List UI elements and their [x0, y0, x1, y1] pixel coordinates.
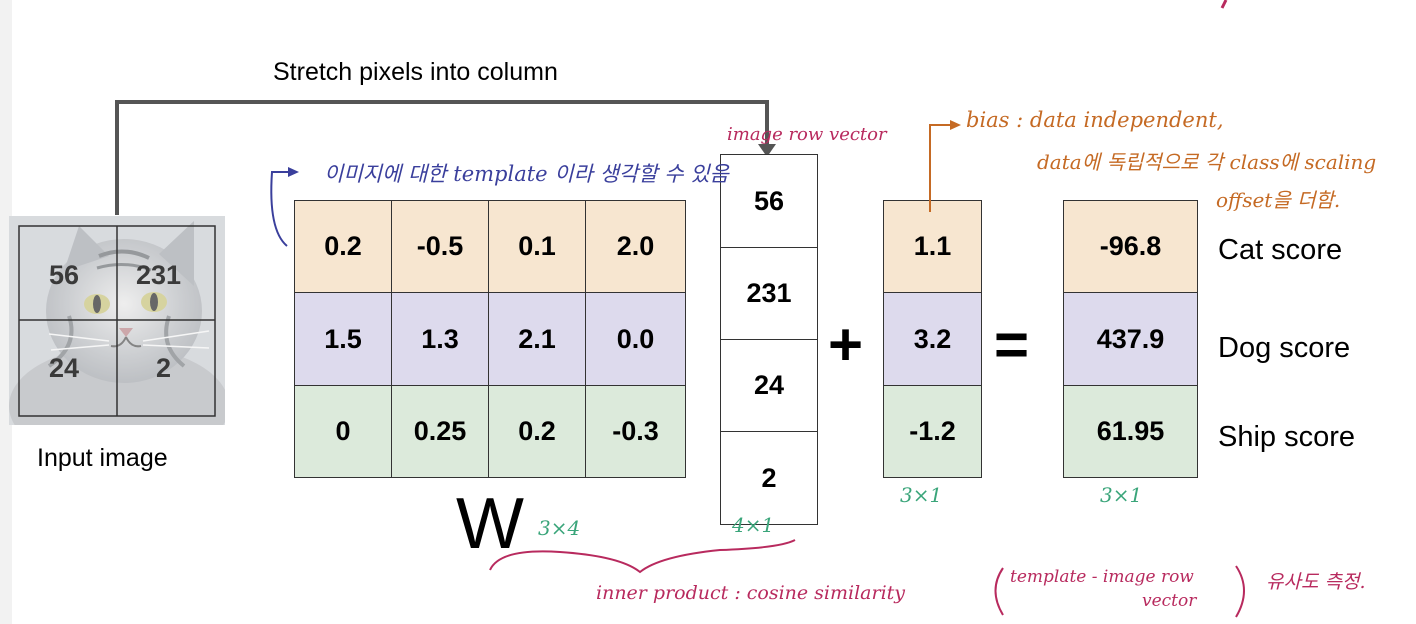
vector-cell: 231 [720, 247, 818, 340]
x-dims-note: 4×1 [732, 513, 775, 537]
score-vector: -96.8 437.9 61.95 [1063, 200, 1198, 478]
bias-cell: 3.2 [883, 292, 982, 386]
weight-cell: 1.3 [391, 292, 489, 386]
weight-cell: 2.0 [585, 200, 686, 293]
pixel-value: 231 [136, 260, 182, 290]
vector-cell: 56 [720, 154, 818, 248]
weight-cell: 1.5 [294, 292, 392, 386]
column-vector: 56 231 24 2 [720, 154, 818, 525]
score-label-cat: Cat score [1218, 234, 1343, 266]
input-image-label: Input image [37, 444, 168, 472]
w-label: W [456, 484, 524, 564]
template-note: 이미지에 대한 template 이라 생각할 수 있음 [324, 162, 729, 186]
image-row-vector-note: image row vector [727, 124, 887, 145]
bias-note-line2: data에 독립적으로 각 class에 scaling [1037, 150, 1377, 174]
cat-image-icon [9, 216, 225, 425]
inner-product-note: inner product : cosine similarity [596, 582, 906, 604]
left-edge-strip [0, 0, 12, 624]
weight-cell: 0.2 [294, 200, 392, 293]
bias-vector: 1.1 3.2 -1.2 [883, 200, 982, 478]
input-image: 56 231 24 2 [9, 216, 225, 425]
weight-matrix: 0.2 -0.5 0.1 2.0 1.5 1.3 2.1 0.0 0 0.25 … [294, 200, 686, 478]
weight-cell: 0.25 [391, 385, 489, 478]
paren-content-line2: vector [1142, 591, 1197, 611]
bias-cell: -1.2 [883, 385, 982, 478]
weight-cell: 0 [294, 385, 392, 478]
stretch-label: Stretch pixels into column [273, 58, 558, 86]
paren-content-line1: template - image row [1010, 567, 1194, 587]
weight-cell: 0.1 [488, 200, 586, 293]
score-cell: 61.95 [1063, 385, 1198, 478]
weight-cell: 0.0 [585, 292, 686, 386]
pixel-value: 24 [49, 353, 80, 383]
weight-cell: 0.2 [488, 385, 586, 478]
score-cell: -96.8 [1063, 200, 1198, 293]
weight-cell: -0.3 [585, 385, 686, 478]
plus-sign: + [828, 311, 864, 378]
similarity-note: 유사도 측정. [1266, 571, 1366, 593]
equals-sign: = [994, 311, 1030, 378]
pixel-value: 56 [49, 260, 80, 290]
out-dims-note: 3×1 [1100, 483, 1143, 507]
score-label-dog: Dog score [1218, 332, 1351, 364]
score-cell: 437.9 [1063, 292, 1198, 386]
weight-cell: 2.1 [488, 292, 586, 386]
vector-cell: 2 [720, 431, 818, 525]
bias-note-line1: bias : data independent, [966, 108, 1224, 132]
score-label-ship: Ship score [1218, 421, 1356, 453]
b-dims-note: 3×1 [900, 483, 943, 507]
bias-note-line3: offset을 더함. [1216, 188, 1341, 212]
pixel-value: 2 [156, 353, 172, 383]
w-dims-note: 3×4 [538, 516, 581, 540]
